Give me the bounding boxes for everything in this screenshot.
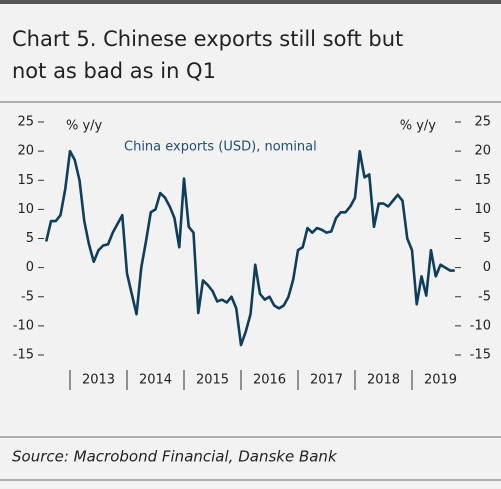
y2-tick-label: 5 — [483, 231, 491, 246]
y-tick-label: -10 — [13, 318, 34, 333]
source: Source: Macrobond Financial, Danske Bank — [12, 448, 338, 466]
series-line — [44, 149, 455, 347]
y-tick-label: 25 — [17, 115, 34, 130]
y2-axis-label: % y/y — [400, 119, 437, 134]
x-tick-label: 2016 — [253, 373, 286, 388]
y-tick-label: -5 — [21, 289, 34, 304]
y2-tick-label: 25 — [474, 115, 491, 130]
y-tick-label: 0 — [26, 260, 34, 275]
x-tick-label: 2018 — [367, 373, 400, 388]
y2-tick-label: -15 — [470, 348, 491, 363]
y2-tick-label: 10 — [474, 202, 491, 217]
y2-tick-label: 0 — [483, 260, 491, 275]
y-tick-label: -15 — [13, 348, 34, 363]
y2-tick-label: 20 — [474, 144, 491, 159]
x-tick-label: 2015 — [196, 373, 229, 388]
x-tick-label: 2019 — [424, 373, 457, 388]
chart-title: not as bad as in Q1 — [12, 59, 216, 83]
legend-label: China exports (USD), nominal — [124, 140, 317, 155]
y-tick-label: 15 — [17, 173, 34, 188]
top-bar — [0, 0, 501, 4]
y-axis-label: % y/y — [66, 119, 103, 134]
x-tick-label: 2014 — [139, 373, 172, 388]
y-tick-label: 10 — [17, 202, 34, 217]
y2-tick-label: 15 — [474, 173, 491, 188]
x-tick-label: 2017 — [310, 373, 343, 388]
x-tick-label: 2013 — [82, 373, 115, 388]
y2-tick-label: -10 — [470, 318, 491, 333]
y-tick-label: 5 — [26, 231, 34, 246]
y2-tick-label: -5 — [478, 289, 491, 304]
y-tick-label: 20 — [17, 144, 34, 159]
chart-title: Chart 5. Chinese exports still soft but — [12, 27, 403, 51]
